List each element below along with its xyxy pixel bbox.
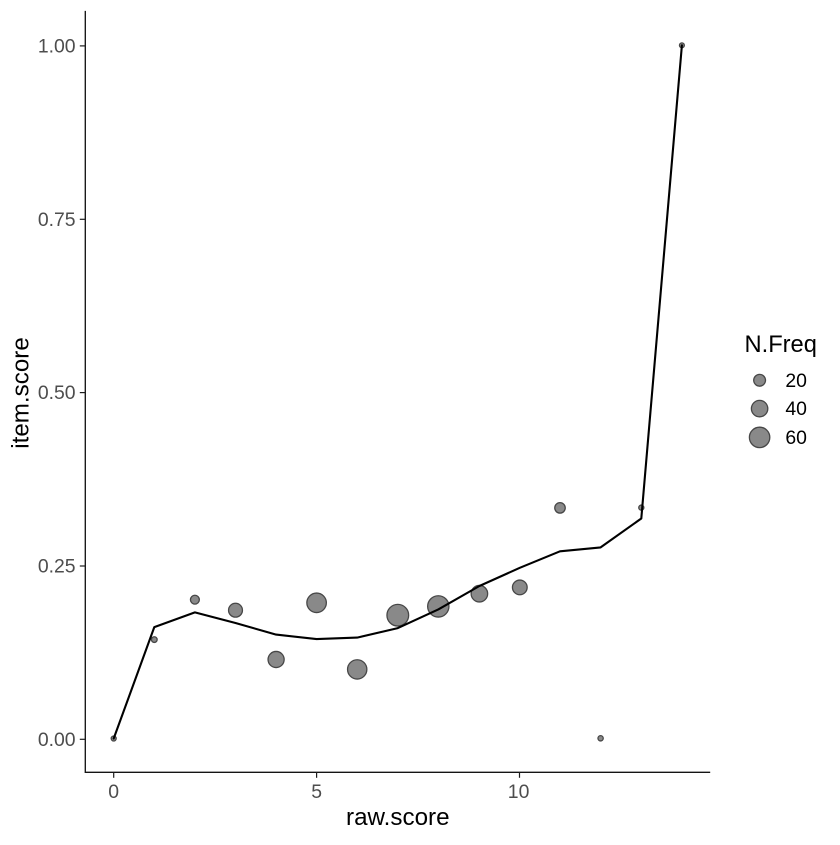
svg-text:N.Freq: N.Freq — [745, 332, 817, 358]
svg-text:0.75: 0.75 — [38, 209, 76, 231]
svg-text:raw.score: raw.score — [346, 804, 450, 831]
svg-text:0.00: 0.00 — [38, 729, 76, 751]
svg-text:60: 60 — [785, 427, 807, 449]
svg-text:0.25: 0.25 — [38, 556, 76, 578]
svg-text:5: 5 — [311, 781, 322, 803]
svg-text:0: 0 — [108, 781, 119, 803]
svg-text:0.50: 0.50 — [38, 382, 76, 404]
svg-text:item.score: item.score — [8, 337, 35, 449]
svg-text:1.00: 1.00 — [38, 36, 76, 58]
svg-text:40: 40 — [785, 398, 807, 420]
svg-text:20: 20 — [785, 370, 807, 392]
svg-text:10: 10 — [508, 781, 530, 803]
